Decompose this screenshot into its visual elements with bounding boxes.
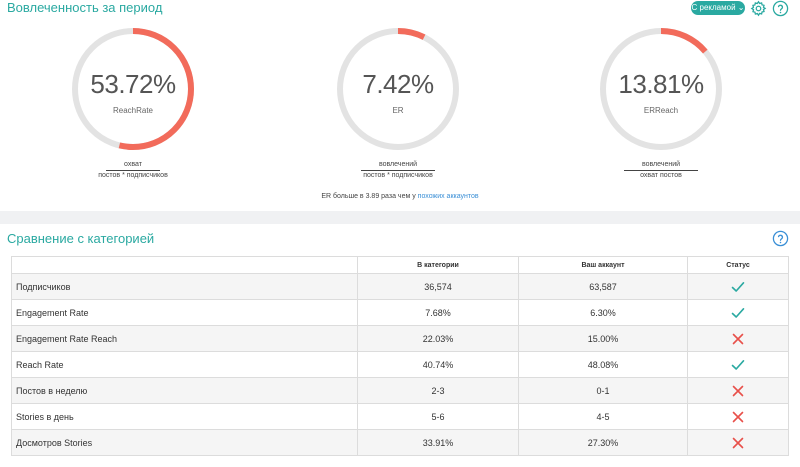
account-value: 4-5 bbox=[518, 403, 688, 430]
formula-denominator: постов * подписчиков bbox=[98, 172, 168, 179]
status-cell bbox=[687, 299, 789, 326]
metric-name: Stories в день bbox=[11, 403, 358, 430]
col-header-category: В категории bbox=[357, 256, 519, 274]
metric-name: Досмотров Stories bbox=[11, 429, 358, 456]
table-row: Engagement Rate 7.68% 6.30% bbox=[11, 299, 789, 326]
category-value: 36,574 bbox=[357, 273, 519, 300]
metric-name: Engagement Rate bbox=[11, 299, 358, 326]
status-cell bbox=[687, 377, 789, 404]
er-comparison-note: ER больше в 3.89 раза чем у похожих акка… bbox=[0, 193, 800, 200]
ads-filter-dropdown[interactable]: С рекламой ⌄ bbox=[691, 1, 745, 15]
table-header-row: В категории Ваш аккаунт Статус bbox=[11, 256, 789, 274]
gear-icon[interactable] bbox=[750, 0, 767, 17]
formula-reach-rate: охват постов * подписчиков bbox=[63, 160, 203, 180]
table-row: Подписчиков 36,574 63,587 bbox=[11, 273, 789, 300]
ads-filter-label: С рекламой bbox=[691, 3, 736, 12]
metric-name: Подписчиков bbox=[11, 273, 358, 300]
status-cell bbox=[687, 403, 789, 430]
account-value: 15.00% bbox=[518, 325, 688, 352]
formula-numerator: вовлечений bbox=[360, 160, 436, 171]
gauge-label: ReachRate bbox=[112, 106, 154, 115]
table-row: Постов в неделю 2-3 0-1 bbox=[11, 377, 789, 404]
cross-icon bbox=[732, 437, 744, 448]
gauge-ring bbox=[600, 28, 722, 150]
engagement-card: Вовлеченность за период С рекламой ⌄ 53.… bbox=[0, 0, 800, 211]
comparison-title: Сравнение с категорией bbox=[7, 231, 155, 246]
gauge-er: 7.42% ER bbox=[336, 27, 460, 151]
category-value: 33.91% bbox=[357, 429, 519, 456]
account-value: 27.30% bbox=[518, 429, 688, 456]
similar-accounts-link[interactable]: похожих аккаунтов bbox=[417, 193, 479, 200]
gauge-value: 13.81% bbox=[618, 69, 704, 99]
formula-denominator: постов * подписчиков bbox=[363, 172, 433, 179]
chevron-down-icon: ⌄ bbox=[737, 3, 745, 12]
metric-name: Reach Rate bbox=[11, 351, 358, 378]
metric-name: Постов в неделю bbox=[11, 377, 358, 404]
check-icon bbox=[731, 359, 745, 370]
account-value: 6.30% bbox=[518, 299, 688, 326]
status-cell bbox=[687, 273, 789, 300]
gauge-value: 7.42% bbox=[362, 69, 434, 99]
formula-denominator: охват постов bbox=[640, 172, 682, 179]
gauge-reach-rate: 53.72% ReachRate bbox=[71, 27, 195, 151]
category-value: 22.03% bbox=[357, 325, 519, 352]
category-value: 7.68% bbox=[357, 299, 519, 326]
help-icon[interactable] bbox=[772, 0, 789, 17]
col-header-account: Ваш аккаунт bbox=[518, 256, 688, 274]
gauge-er-reach: 13.81% ERReach bbox=[599, 27, 723, 151]
category-value: 5-6 bbox=[357, 403, 519, 430]
formula-numerator: охват bbox=[106, 160, 160, 171]
comparison-table: В категории Ваш аккаунт Статус Подписчик… bbox=[11, 256, 789, 456]
status-cell bbox=[687, 429, 789, 456]
cross-icon bbox=[732, 385, 744, 396]
check-icon bbox=[731, 307, 745, 318]
help-icon[interactable] bbox=[772, 230, 789, 247]
formula-er-reach: вовлечений охват постов bbox=[591, 160, 731, 180]
account-value: 48.08% bbox=[518, 351, 688, 378]
gauge-label: ER bbox=[392, 106, 404, 115]
cross-icon bbox=[732, 333, 744, 344]
col-header-status: Статус bbox=[687, 256, 789, 274]
category-value: 40.74% bbox=[357, 351, 519, 378]
metric-name: Engagement Rate Reach bbox=[11, 325, 358, 352]
gauge-ring bbox=[72, 28, 194, 150]
gauge-value: 53.72% bbox=[90, 69, 176, 99]
formula-er: вовлечений постов * подписчиков bbox=[328, 160, 468, 180]
check-icon bbox=[731, 281, 745, 292]
cross-icon bbox=[732, 411, 744, 422]
col-header-metric bbox=[11, 256, 358, 274]
status-cell bbox=[687, 351, 789, 378]
table-row: Stories в день 5-6 4-5 bbox=[11, 403, 789, 430]
formula-numerator: вовлечений bbox=[623, 160, 699, 171]
er-note-text: ER больше в 3.89 раза чем у bbox=[321, 193, 416, 200]
comparison-card: Сравнение с категорией В категории Ваш а… bbox=[0, 224, 800, 467]
status-cell bbox=[687, 325, 789, 352]
engagement-title: Вовлеченность за период bbox=[7, 0, 163, 15]
gauge-label: ERReach bbox=[643, 106, 679, 115]
table-row: Engagement Rate Reach 22.03% 15.00% bbox=[11, 325, 789, 352]
table-row: Досмотров Stories 33.91% 27.30% bbox=[11, 429, 789, 456]
account-value: 63,587 bbox=[518, 273, 688, 300]
category-value: 2-3 bbox=[357, 377, 519, 404]
table-row: Reach Rate 40.74% 48.08% bbox=[11, 351, 789, 378]
gauge-ring bbox=[337, 28, 459, 150]
account-value: 0-1 bbox=[518, 377, 688, 404]
